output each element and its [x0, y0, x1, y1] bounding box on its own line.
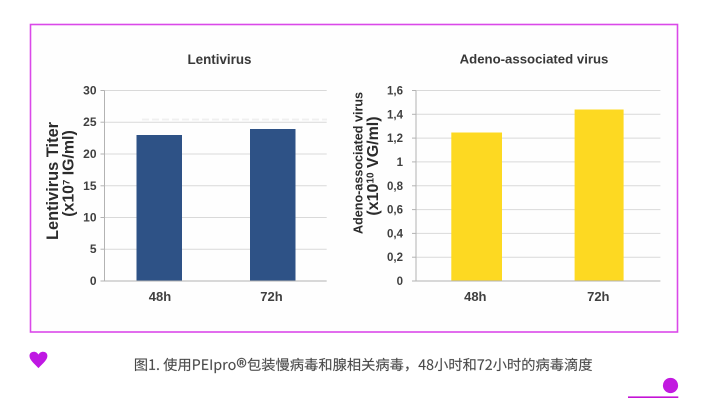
svg-text:0,4: 0,4	[387, 228, 404, 240]
svg-text:1,4: 1,4	[387, 109, 404, 121]
svg-text:0,2: 0,2	[387, 252, 403, 264]
svg-text:0: 0	[397, 276, 403, 288]
svg-text:(x107 IG/ml): (x107 IG/ml)	[61, 130, 78, 217]
svg-text:15: 15	[83, 179, 97, 193]
svg-text:Lentivirus: Lentivirus	[188, 52, 252, 67]
svg-text:10: 10	[83, 211, 97, 225]
svg-text:1,2: 1,2	[387, 133, 403, 145]
svg-text:48h: 48h	[464, 289, 486, 304]
svg-text:72h: 72h	[587, 289, 609, 304]
svg-text:1,6: 1,6	[387, 86, 403, 98]
svg-text:1: 1	[397, 157, 404, 169]
svg-text:(x1010 VG/ml): (x1010 VG/ml)	[365, 116, 382, 215]
svg-text:30: 30	[83, 84, 97, 98]
svg-text:72h: 72h	[260, 289, 282, 304]
svg-text:Adeno-associated virus: Adeno-associated virus	[460, 52, 609, 67]
svg-text:20: 20	[83, 147, 97, 161]
svg-text:0,6: 0,6	[387, 205, 403, 217]
svg-text:0,8: 0,8	[387, 181, 404, 193]
svg-text:25: 25	[83, 115, 97, 129]
svg-text:Adeno-associated virus: Adeno-associated virus	[352, 92, 366, 234]
svg-text:Lentivirus Titer: Lentivirus Titer	[44, 121, 62, 240]
svg-text:48h: 48h	[149, 289, 171, 304]
svg-text:0: 0	[90, 274, 97, 288]
svg-text:5: 5	[90, 242, 97, 256]
